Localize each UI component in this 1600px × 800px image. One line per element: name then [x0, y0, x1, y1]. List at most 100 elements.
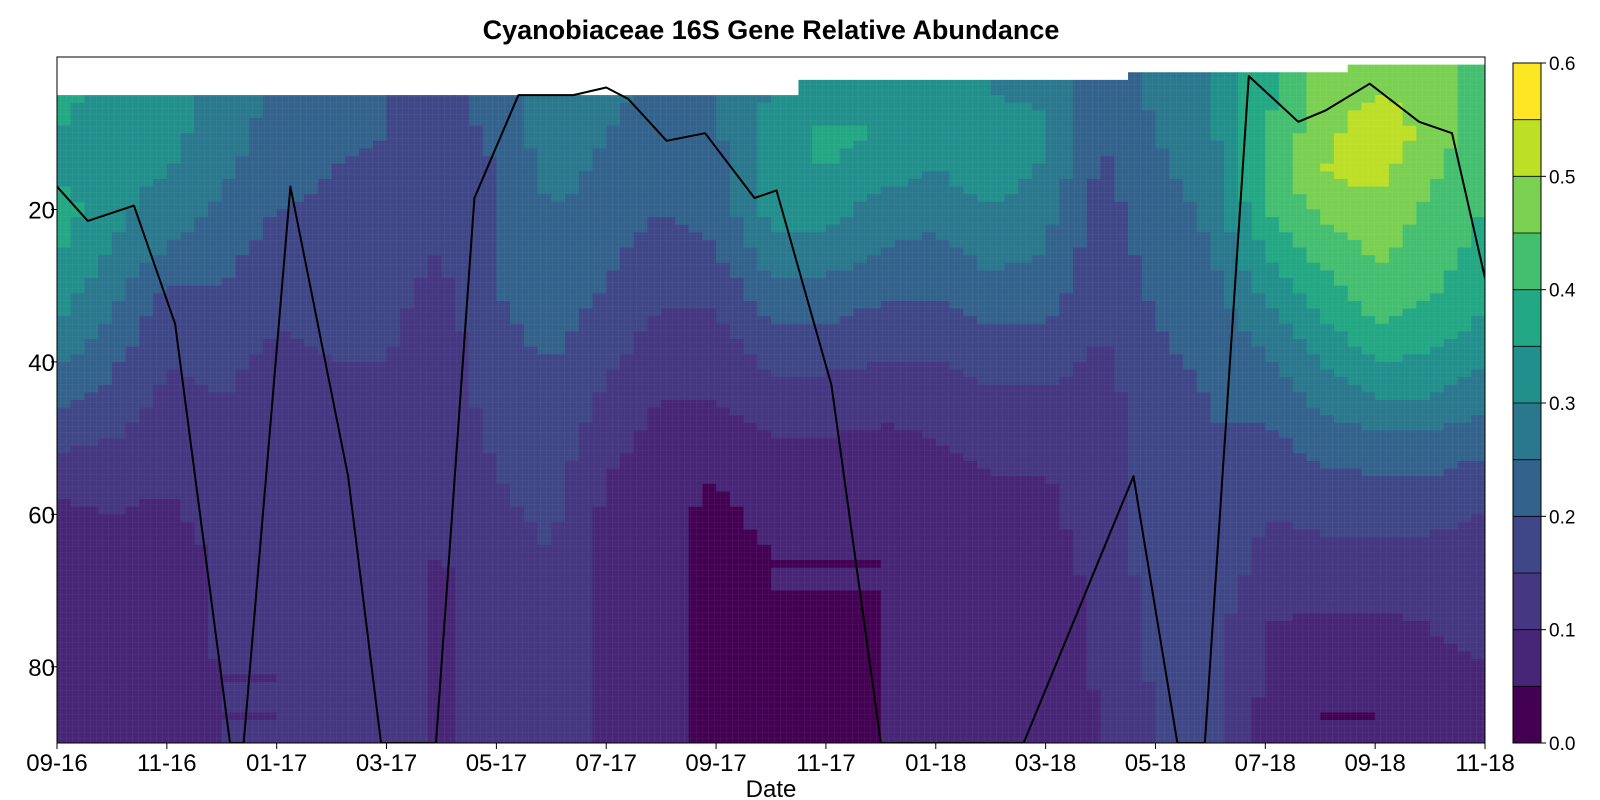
heatmap-cell: [317, 110, 333, 119]
heatmap-cell: [345, 163, 360, 172]
heatmap-cell: [784, 582, 800, 592]
heatmap-cell: [249, 194, 264, 203]
heatmap-cell: [551, 331, 566, 340]
heatmap-cell: [757, 377, 772, 386]
heatmap-cell: [331, 483, 346, 493]
heatmap-cell: [496, 476, 511, 485]
heatmap-cell: [194, 407, 209, 416]
heatmap-cell: [180, 476, 195, 485]
heatmap-cell: [510, 674, 525, 683]
heatmap-cell: [249, 689, 264, 698]
heatmap-cell: [194, 339, 209, 348]
heatmap-cell: [455, 186, 470, 195]
heatmap-cell: [468, 430, 484, 439]
heatmap-cell: [496, 613, 511, 622]
heatmap-cell: [853, 499, 868, 508]
heatmap-cell: [839, 651, 854, 660]
heatmap-cell: [427, 460, 443, 470]
heatmap-cell: [633, 148, 649, 157]
heatmap-cell: [606, 491, 621, 500]
heatmap-cell: [359, 674, 374, 683]
heatmap-cell: [784, 392, 800, 401]
heatmap-cell: [592, 125, 607, 134]
heatmap-cell: [578, 483, 594, 493]
heatmap-cell: [537, 415, 552, 424]
heatmap-cell: [592, 438, 607, 447]
heatmap-cell: [716, 339, 731, 348]
heatmap-cell: [414, 575, 429, 584]
heatmap-cell: [592, 659, 607, 668]
heatmap-cell: [633, 491, 649, 500]
heatmap-cell: [414, 552, 429, 561]
heatmap-cell: [386, 575, 401, 584]
heatmap-cell: [523, 285, 539, 294]
heatmap-cell: [674, 621, 690, 630]
heatmap-cell: [468, 323, 484, 332]
heatmap-cell: [455, 407, 470, 416]
heatmap-cell: [633, 300, 649, 310]
heatmap-cell: [125, 529, 140, 538]
heatmap-cell: [578, 567, 594, 576]
heatmap-cell: [70, 400, 86, 409]
heatmap-cell: [853, 422, 868, 432]
heatmap-cell: [784, 300, 800, 310]
heatmap-cell: [98, 194, 113, 203]
heatmap-cell: [661, 704, 676, 714]
heatmap-cell: [262, 156, 278, 165]
heatmap-cell: [386, 720, 401, 729]
heatmap-cell: [304, 460, 319, 470]
heatmap-cell: [661, 621, 676, 630]
heatmap-cell: [139, 468, 154, 477]
heatmap-cell: [249, 407, 264, 416]
heatmap-cell: [276, 422, 292, 432]
heatmap-cell: [139, 605, 154, 615]
heatmap-cell: [235, 598, 250, 607]
heatmap-cell: [359, 400, 374, 409]
heatmap-cell: [578, 514, 594, 523]
heatmap-cell: [523, 400, 539, 409]
heatmap-cell: [290, 468, 305, 477]
heatmap-cell: [345, 727, 360, 736]
heatmap-cell: [757, 407, 772, 416]
heatmap-cell: [262, 110, 278, 119]
heatmap-cell: [276, 300, 292, 310]
heatmap-cell: [771, 445, 786, 454]
heatmap-cell: [400, 377, 415, 386]
heatmap-cell: [276, 285, 292, 294]
heatmap-cell: [565, 133, 580, 142]
heatmap-cell: [331, 125, 346, 134]
heatmap-cell: [688, 110, 703, 119]
heatmap-cell: [633, 727, 649, 736]
heatmap-cell: [798, 171, 813, 180]
heatmap-cell: [98, 308, 113, 317]
heatmap-cell: [372, 438, 388, 447]
heatmap-cell: [771, 422, 786, 432]
heatmap-cell: [784, 666, 800, 675]
heatmap-cell: [166, 125, 182, 134]
heatmap-cell: [812, 300, 827, 310]
heatmap-cell: [757, 308, 772, 317]
heatmap-cell: [743, 300, 758, 310]
heatmap-cell: [468, 552, 484, 561]
heatmap-cell: [482, 125, 497, 134]
heatmap-cell: [111, 102, 127, 111]
heatmap-cell: [317, 316, 333, 325]
heatmap-cell: [468, 712, 484, 721]
heatmap-cell: [262, 102, 278, 111]
heatmap-cell: [716, 544, 731, 554]
heatmap-cell: [208, 575, 223, 584]
heatmap-cell: [633, 598, 649, 607]
heatmap-cell: [345, 232, 360, 241]
heatmap-cell: [317, 651, 333, 660]
heatmap-cell: [331, 354, 346, 363]
heatmap-cell: [414, 278, 429, 287]
heatmap-cell: [98, 278, 113, 287]
heatmap-cell: [771, 621, 786, 630]
heatmap-cell: [98, 255, 113, 264]
heatmap-cell: [510, 621, 525, 630]
heatmap-cell: [345, 95, 360, 104]
heatmap-cell: [743, 491, 758, 500]
heatmap-cell: [427, 521, 443, 531]
heatmap-cell: [729, 605, 745, 615]
heatmap-cell: [125, 445, 140, 454]
